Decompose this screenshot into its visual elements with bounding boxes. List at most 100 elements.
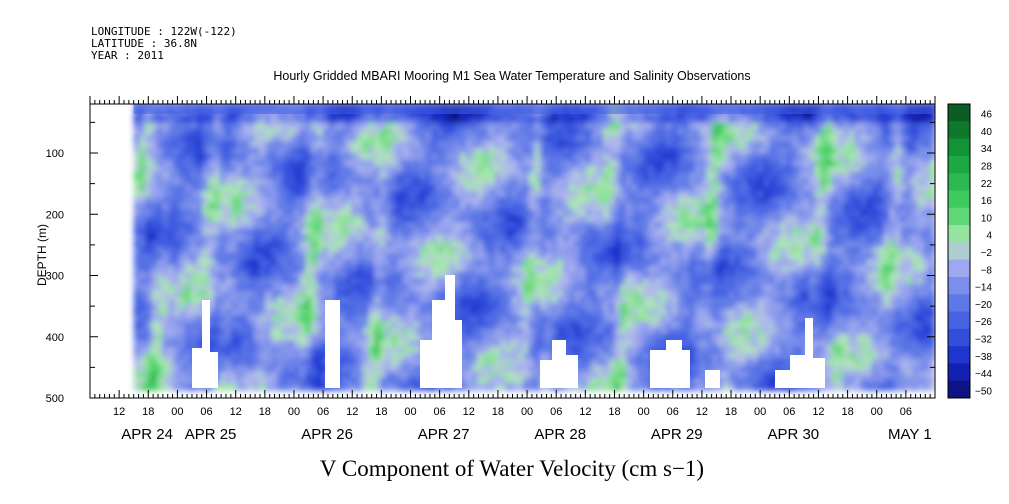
heatmap-cell [471,247,478,255]
heatmap-cell [339,234,347,242]
heatmap-cell [185,228,192,236]
heatmap-cell [408,178,415,186]
heatmap-cell [236,340,244,348]
heatmap-cell [740,209,747,217]
heatmap-cell [728,253,736,261]
heatmap-cell [293,178,301,186]
heatmap-cell [648,234,656,242]
heatmap-cell [717,334,725,342]
heatmap-cell [391,290,398,298]
heatmap-cell [734,377,742,385]
heatmap-cell [603,197,610,205]
heatmap-cell [385,346,393,354]
heatmap-cell [728,184,736,192]
heatmap-cell [511,172,518,180]
heatmap-cell [431,284,438,292]
heatmap-cell [276,334,284,342]
heatmap-cell [671,240,679,248]
heatmap-cell [402,128,410,136]
heatmap-cell [356,147,364,155]
heatmap-cell [728,222,736,230]
heatmap-cell [156,197,164,205]
heatmap-cell [603,315,610,323]
heatmap-cell [368,222,375,230]
heatmap-cell [746,153,753,161]
heatmap-cell [282,302,290,310]
heatmap-cell [614,259,621,267]
heatmap-cell [145,172,152,180]
heatmap-cell [625,215,633,223]
heatmap-cell [654,334,662,342]
heatmap-cell [150,228,158,236]
heatmap-cell [688,141,696,149]
heatmap-cell [620,240,627,248]
heatmap-cell [694,265,702,273]
heatmap-cell [723,153,730,161]
heatmap-cell [356,135,364,143]
heatmap-cell [471,365,478,373]
heatmap-cell [385,247,393,255]
heatmap-cell [637,116,644,124]
heatmap-cell [311,153,318,161]
heatmap-cell [643,147,650,155]
heatmap-cell [265,191,272,199]
heatmap-cell [694,228,702,236]
heatmap-cell [511,128,518,136]
heatmap-cell [265,315,272,323]
heatmap-cell [528,365,536,373]
heatmap-cell [374,321,381,329]
heatmap-cell [162,371,169,379]
heatmap-cell [345,234,352,242]
heatmap-cell [145,147,152,155]
heatmap-cell [219,365,227,373]
heatmap-cell [139,315,146,323]
heatmap-cell [271,222,278,230]
heatmap-cell [385,234,393,242]
heatmap-cell [734,116,742,124]
heatmap-cell [293,358,301,366]
heatmap-cell [494,327,501,335]
heatmap-cell [454,309,461,317]
heatmap-cell [688,365,696,373]
heatmap-cell [671,191,679,199]
heatmap-cell [648,228,656,236]
heatmap-cell [173,271,181,279]
heatmap-cell [190,215,198,223]
heatmap-cell [608,215,616,223]
heatmap-cell [299,197,307,205]
heatmap-cell [591,259,599,267]
heatmap-cell [305,122,312,130]
heatmap-cell [688,315,696,323]
heatmap-cell [414,128,421,136]
heatmap-cell [568,247,576,255]
heatmap-cell [517,228,524,236]
heatmap-cell [459,296,467,304]
heatmap-cell [334,184,341,192]
heatmap-cell [688,340,696,348]
heatmap-cell [385,184,393,192]
heatmap-cell [471,340,478,348]
heatmap-cell [396,191,404,199]
heatmap-cell [213,302,221,310]
heatmap-cell [694,240,702,248]
heatmap-cell [694,184,702,192]
heatmap-cell [133,377,141,385]
chart-title: Hourly Gridded MBARI Mooring M1 Sea Wate… [273,69,750,83]
heatmap-cell [173,178,181,186]
heatmap-cell [253,346,261,354]
heatmap-cell [328,116,335,124]
heatmap-cell [150,116,158,124]
heatmap-cell [259,278,267,286]
heatmap-cell [156,302,164,310]
heatmap-cell [459,284,467,292]
heatmap-cell [740,141,747,149]
heatmap-cell [620,184,627,192]
heatmap-cell [345,247,352,255]
heatmap-cell [465,247,473,255]
heatmap-cell [683,340,690,348]
heatmap-cell [625,290,633,298]
heatmap-cell [471,135,478,143]
heatmap-cell [402,253,410,261]
heatmap-cell [711,141,719,149]
heatmap-cell [482,215,490,223]
